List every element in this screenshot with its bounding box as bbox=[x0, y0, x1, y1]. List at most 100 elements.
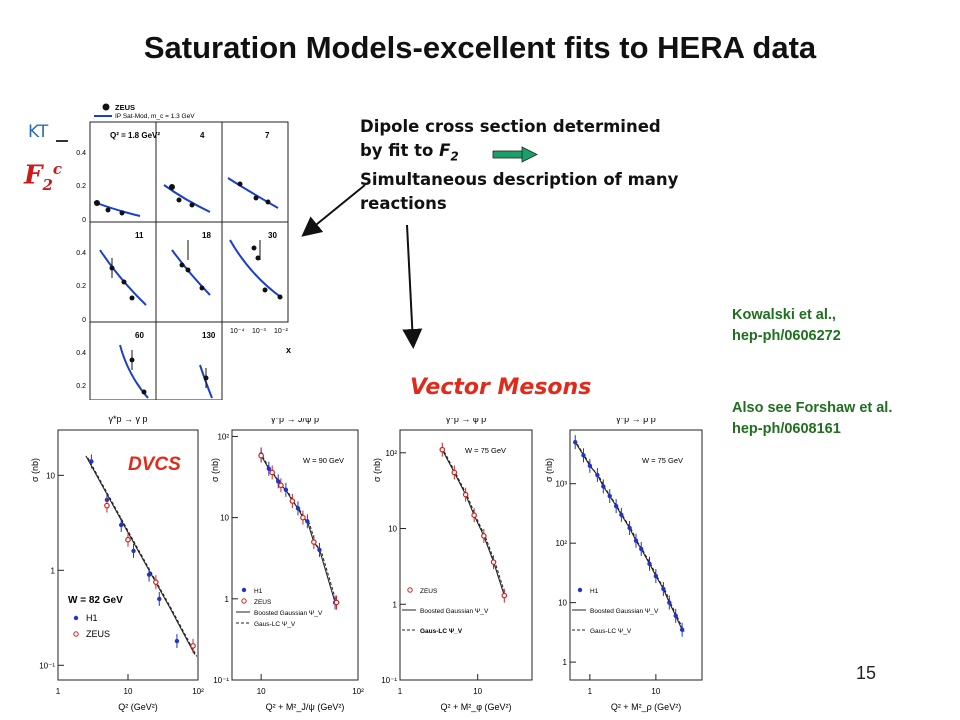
chart-title: γ*p → γ p bbox=[108, 414, 147, 424]
y-axis-label: σ (nb) bbox=[30, 458, 40, 482]
y-tick-label: 1 bbox=[225, 595, 230, 604]
h1-point bbox=[266, 466, 272, 471]
f2c-xtick: 10⁻³ bbox=[252, 328, 266, 335]
f2c-q2-label: 130 bbox=[202, 331, 216, 340]
legend-label: H1 bbox=[590, 588, 599, 595]
x-tick-label: 10 bbox=[124, 687, 133, 696]
h1-point bbox=[146, 572, 152, 577]
fit-curve-solid bbox=[85, 455, 196, 655]
f2c-q2-label: 60 bbox=[135, 331, 144, 340]
y-tick-label: 10⁻¹ bbox=[39, 661, 55, 670]
jpsi-chart: γ*p → J/ψ p σ (nb) Q² + M²_J/ψ (GeV²) W = 9… bbox=[210, 418, 364, 712]
x-tick-label: 10 bbox=[651, 687, 660, 696]
x-tick-label: 10² bbox=[352, 687, 364, 696]
plot-frame bbox=[569, 429, 703, 681]
phi-chart: γ*p → φ p σ (nb) Q² + M²_φ (GeV²) W = 75 Ge… bbox=[372, 418, 533, 712]
h1-point bbox=[276, 479, 281, 484]
annotation-f2-sub: 2 bbox=[450, 149, 459, 164]
zeus-legend-marker bbox=[102, 103, 110, 111]
legend-h1-marker bbox=[241, 587, 247, 593]
legend-label: Boosted Gaussian Ψ_V bbox=[590, 608, 659, 615]
h1-point bbox=[667, 600, 672, 605]
zeus-point bbox=[125, 536, 131, 543]
f2c-q2-label: 4 bbox=[200, 131, 205, 140]
h1-point bbox=[633, 538, 639, 543]
forshaw-line-2: hep-ph/0608161 bbox=[732, 421, 841, 437]
f2c-sub: 2 bbox=[42, 175, 53, 194]
y-tick-label: 10² bbox=[385, 449, 397, 458]
y-tick-label: 1 bbox=[51, 566, 56, 575]
x-tick-label: 1 bbox=[588, 687, 593, 696]
chart-title: γ*p → φ p bbox=[446, 418, 486, 424]
f2c-q2-label: 11 bbox=[135, 231, 144, 240]
kowalski-line-2: hep-ph/0606272 bbox=[732, 328, 841, 344]
zeus-point bbox=[278, 482, 284, 489]
kowalski-reference: Kowalski et al., hep-ph/0606272 bbox=[732, 305, 841, 347]
plot-frame bbox=[231, 429, 359, 681]
legend-label: ZEUS bbox=[86, 629, 110, 639]
fit-curve-dashed bbox=[87, 457, 198, 657]
y-tick-label: 10² bbox=[555, 539, 567, 548]
h1-point bbox=[89, 459, 94, 464]
h1-point bbox=[607, 493, 612, 499]
h1-point bbox=[613, 503, 619, 509]
h1-point bbox=[627, 525, 632, 531]
f2c-sup: c bbox=[52, 160, 63, 178]
y-tick-label: 10 bbox=[46, 471, 55, 480]
annotation-line-2-text: by fit to bbox=[360, 141, 440, 160]
h1-point bbox=[661, 586, 666, 592]
zeus-point bbox=[289, 498, 296, 504]
y-tick-label: 1 bbox=[563, 658, 568, 667]
fit-curve-dashed bbox=[262, 456, 339, 605]
dvcs-chart: γ*p → γ p σ (nb) Q² (GeV²) W = 82 GeV 10 1 10⁻… bbox=[30, 414, 204, 712]
fit-annotation: Dipole cross section determined by fit t… bbox=[360, 115, 678, 216]
f2c-q2-label: 7 bbox=[265, 131, 270, 140]
dvcs-label: DVCS bbox=[128, 454, 181, 475]
f2c-panel-8 bbox=[155, 321, 223, 400]
legend-label: H1 bbox=[254, 588, 263, 595]
h1-point bbox=[595, 472, 600, 478]
kt-label: KT bbox=[28, 122, 49, 142]
h1-point bbox=[679, 627, 685, 632]
y-tick-label: 1 bbox=[393, 600, 398, 609]
fit-curve-solid bbox=[441, 449, 505, 596]
zeus-point bbox=[269, 469, 275, 476]
legend-label: Gaus-LC Ψ_V bbox=[590, 628, 632, 635]
zeus-point bbox=[311, 539, 317, 545]
zeus-point bbox=[190, 643, 196, 649]
f2c-plot-grid: ZEUS IP Sat-Mod, m_c = 1.3 GeV 0.4 0.2 0… bbox=[76, 103, 291, 400]
y-axis-label: σ (nb) bbox=[544, 458, 554, 482]
h1-point bbox=[131, 548, 136, 554]
y-tick-label: 10 bbox=[388, 525, 397, 534]
h1-point bbox=[647, 561, 652, 566]
h1-point bbox=[174, 638, 180, 644]
f2c-f: F bbox=[24, 160, 43, 191]
x-tick-label: 10² bbox=[192, 687, 204, 696]
annotation-f2: F bbox=[439, 141, 451, 160]
zeus-point bbox=[300, 514, 306, 521]
y-tick-label: 10 bbox=[558, 599, 567, 608]
y-axis-label: σ (nb) bbox=[372, 458, 382, 482]
chart-condition: W = 90 GeV bbox=[303, 456, 344, 465]
x-axis-label: Q² + M²_J/ψ (GeV²) bbox=[266, 702, 345, 712]
h1-point bbox=[601, 484, 606, 489]
f2c-ytick: 0.4 bbox=[76, 150, 86, 157]
vector-mesons-label: Vector Mesons bbox=[410, 375, 592, 400]
zeus-point bbox=[501, 592, 508, 599]
forshaw-reference: Also see Forshaw et al. hep-ph/0608161 bbox=[732, 398, 892, 440]
x-tick-label: 10 bbox=[257, 687, 266, 696]
legend-zeus-marker bbox=[73, 631, 79, 637]
x-tick-label: 1 bbox=[56, 687, 61, 696]
h1-point bbox=[157, 596, 162, 602]
chart-condition: W = 75 GeV bbox=[465, 446, 506, 455]
chart-condition: W = 82 GeV bbox=[68, 595, 123, 606]
legend-zeus-marker bbox=[241, 598, 247, 604]
plot-frame bbox=[399, 429, 533, 681]
zeus-point bbox=[439, 446, 446, 453]
arrow-to-vector-mesons bbox=[402, 224, 423, 349]
f2c-q2-label: Q² = 1.8 GeV² bbox=[110, 131, 160, 140]
h1-point bbox=[619, 512, 624, 517]
h1-point bbox=[639, 546, 644, 552]
f2c-panel-6 bbox=[221, 221, 289, 323]
green-arrow bbox=[492, 146, 538, 163]
